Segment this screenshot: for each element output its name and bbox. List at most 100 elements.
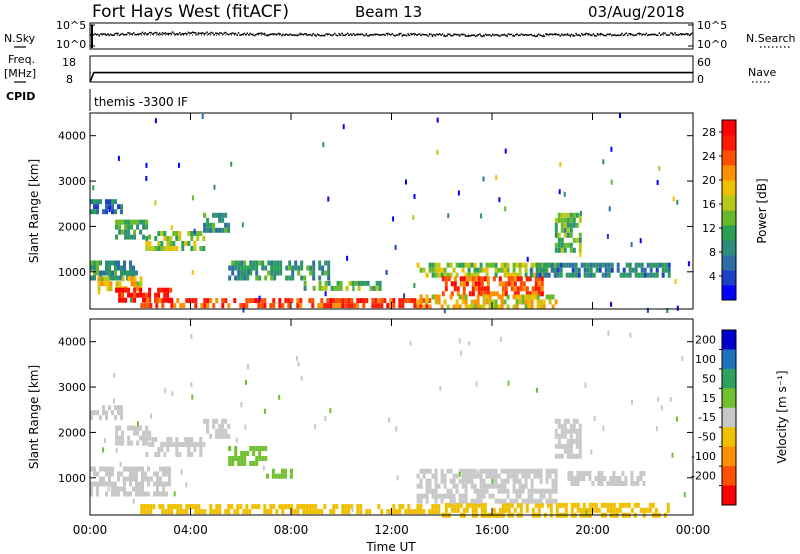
- velocity-cell: [600, 502, 604, 508]
- power-cell: [485, 272, 489, 278]
- power-cell: [557, 242, 561, 248]
- velocity-cell: [120, 410, 123, 416]
- velocity-cell: [551, 478, 555, 484]
- velocity-cell: [156, 481, 159, 487]
- nsky-point: [398, 32, 401, 35]
- power-cell: [272, 303, 276, 309]
- nsky-point: [204, 32, 207, 35]
- power-cell: [320, 303, 324, 309]
- velocity-cell: [224, 428, 228, 434]
- nsky-point: [153, 32, 155, 35]
- power-cell: [455, 299, 459, 305]
- velocity-cell: [218, 433, 222, 439]
- velocity-cell: [636, 481, 640, 486]
- power-cell: [318, 285, 322, 291]
- power-cell: [243, 275, 247, 281]
- nsky-point: [533, 35, 536, 37]
- power-cell: [123, 270, 126, 276]
- nsky-point: [537, 33, 540, 36]
- power-cell: [568, 272, 572, 278]
- velocity-cell: [271, 473, 275, 479]
- velocity-ytick-label: 3000: [58, 381, 86, 394]
- velocity-cell: [221, 433, 225, 439]
- power-cell: [166, 287, 170, 293]
- power-cell: [121, 276, 125, 282]
- velocity-cell: [475, 381, 478, 387]
- power-cell: [556, 272, 560, 278]
- velocity-cell: [281, 504, 285, 510]
- power-cell: [401, 298, 405, 304]
- power-cell: [506, 294, 510, 300]
- nsky-point: [98, 35, 101, 37]
- velocity-cell: [264, 408, 266, 414]
- velocity-cell: [166, 437, 170, 442]
- power-cell: [133, 229, 137, 235]
- power-cell: [494, 299, 498, 305]
- power-cell: [437, 267, 441, 273]
- velocity-cell: [121, 430, 125, 436]
- power-cell: [247, 269, 250, 275]
- velocity-cell: [467, 478, 471, 484]
- velocity-cell: [428, 509, 432, 515]
- velocity-cell: [392, 504, 396, 510]
- power-cell: [540, 281, 544, 287]
- power-cell: [537, 291, 541, 297]
- power-cell: [563, 232, 567, 238]
- velocity-cell: [480, 507, 484, 513]
- velocity-cell: [157, 452, 161, 457]
- velocity-cell: [184, 442, 188, 447]
- power-ylabel: Slant Range [km]: [27, 159, 41, 263]
- power-cell: [431, 267, 435, 273]
- velocity-cell: [536, 488, 540, 494]
- velocity-cell: [527, 493, 531, 499]
- nsky-point: [181, 33, 184, 35]
- velocity-cell: [193, 442, 197, 447]
- nsky-point: [222, 33, 224, 36]
- power-cell: [471, 276, 475, 282]
- velocity-cell: [555, 502, 559, 508]
- nave-label: Nave: [748, 66, 776, 79]
- velocity-cell: [191, 504, 195, 510]
- velocity-cell: [440, 468, 444, 474]
- velocity-cell: [474, 507, 478, 513]
- velocity-cell: [456, 507, 460, 513]
- power-cell: [560, 247, 564, 253]
- nsky-point: [592, 33, 594, 35]
- nsky-point: [413, 32, 415, 35]
- velocity-cell: [133, 430, 137, 436]
- velocity-cell: [536, 473, 540, 479]
- nsky-point: [190, 32, 192, 34]
- nsky-point: [555, 33, 557, 35]
- power-cell: [510, 276, 514, 282]
- nsky-point: [450, 35, 452, 37]
- power-cell: [592, 262, 596, 268]
- power-cell: [160, 241, 164, 246]
- velocity-colorbar-tick-label: -50: [698, 431, 716, 444]
- velocity-cell: [618, 481, 622, 486]
- power-cell: [392, 298, 396, 304]
- nsky-point: [547, 34, 550, 36]
- nsky-point: [157, 33, 159, 36]
- velocity-cell: [190, 437, 194, 442]
- power-cell: [203, 212, 207, 218]
- power-cell: [649, 267, 653, 273]
- velocity-cell: [518, 468, 522, 474]
- power-cell: [308, 298, 312, 304]
- nsky-point: [341, 32, 343, 35]
- velocity-cell: [111, 491, 114, 497]
- power-cell: [556, 262, 560, 268]
- velocity-cell: [582, 476, 586, 481]
- velocity-cell: [209, 504, 213, 510]
- nsky-point: [659, 34, 662, 36]
- power-cell: [108, 265, 111, 271]
- power-cell: [309, 265, 313, 271]
- power-cell: [172, 231, 176, 236]
- power-cell: [459, 281, 463, 287]
- power-cell: [568, 262, 572, 268]
- nsky-point: [397, 34, 399, 36]
- power-cell: [628, 272, 632, 278]
- nsky-point: [500, 34, 503, 36]
- nsky-point: [558, 33, 560, 36]
- power-cell: [578, 232, 582, 238]
- power-cell: [136, 224, 140, 230]
